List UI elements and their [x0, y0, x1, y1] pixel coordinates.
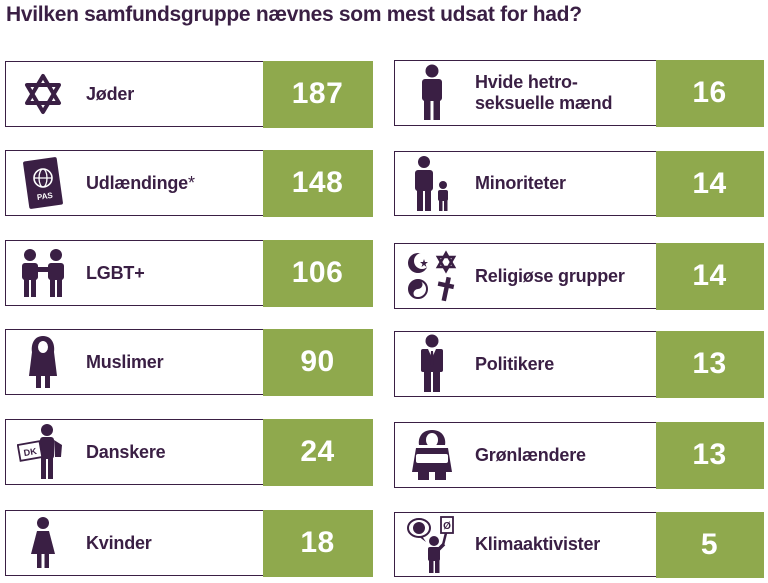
group-label-text: Jøder — [86, 83, 135, 104]
group-label: Udlændinge * — [86, 151, 195, 215]
star-of-david-icon — [6, 62, 80, 126]
adult-child-icon — [395, 152, 469, 215]
group-value: 5 — [655, 511, 764, 578]
footnote-marker: * — [188, 172, 195, 193]
passport-icon: PAS — [6, 151, 80, 215]
group-card: Jøder 187 — [5, 60, 373, 128]
religious-symbols-icon — [395, 244, 469, 308]
group-value: 24 — [262, 418, 373, 486]
group-label: Klimaaktivister — [475, 513, 600, 576]
group-label-text: Klimaaktivister — [475, 534, 601, 554]
group-card: Hvide hetro-seksuelle mænd 16 — [394, 59, 764, 127]
group-value: 187 — [262, 60, 373, 128]
person-with-sign-icon: DK — [6, 420, 80, 484]
group-label: Politikere — [475, 332, 554, 396]
icon-text: DK — [23, 446, 38, 458]
group-label: Minoriteter — [475, 152, 566, 215]
group-label: Jøder — [86, 62, 134, 126]
group-card: Politikere 13 — [394, 330, 764, 398]
group-label-text: Kvinder — [86, 532, 152, 553]
group-value: 13 — [655, 330, 764, 398]
group-label: Kvinder — [86, 511, 152, 575]
hijab-woman-icon — [6, 330, 80, 394]
group-label-text: Udlændinge — [86, 172, 188, 193]
icon-text: Ø — [443, 521, 451, 532]
man-icon — [395, 61, 469, 125]
group-card: PAS Udlændinge * 148 — [5, 149, 373, 217]
chart-title: Hvilken samfundsgruppe nævnes som mest u… — [6, 3, 582, 26]
group-card: Ø Klimaaktivister 5 — [394, 511, 764, 578]
greenlander-icon — [395, 423, 469, 487]
icon-text: PAS — [36, 191, 54, 202]
group-card: Minoriteter 14 — [394, 150, 764, 217]
group-label-text: Danskere — [86, 441, 166, 462]
group-label-text: Politikere — [475, 353, 555, 374]
group-value: 13 — [655, 421, 764, 489]
group-card: Kvinder 18 — [5, 509, 373, 577]
group-card: LGBT+ 106 — [5, 239, 373, 307]
group-card: DK Danskere 24 — [5, 418, 373, 486]
group-label: Danskere — [86, 420, 166, 484]
group-value: 18 — [262, 509, 373, 577]
group-label-text: Minoriteter — [475, 173, 566, 193]
group-label-text: Religiøse grupper — [475, 265, 625, 286]
group-label: LGBT+ — [86, 241, 145, 305]
group-label-text: Hvide hetro-seksuelle mænd — [475, 72, 613, 113]
group-label-text: Muslimer — [86, 351, 164, 372]
woman-icon — [6, 511, 80, 575]
group-label-text: LGBT+ — [86, 262, 145, 283]
group-label-text: Grønlændere — [475, 444, 586, 465]
group-label: Hvide hetro-seksuelle mænd — [475, 61, 625, 125]
group-value: 14 — [655, 242, 764, 310]
politician-icon — [395, 332, 469, 396]
group-value: 16 — [655, 59, 764, 127]
group-value: 106 — [262, 239, 373, 307]
group-card: Muslimer 90 — [5, 328, 373, 396]
group-label: Religiøse grupper — [475, 244, 625, 308]
climate-activist-icon: Ø — [395, 513, 469, 576]
group-card: Grønlændere 13 — [394, 421, 764, 489]
group-label: Muslimer — [86, 330, 164, 394]
group-label: Grønlændere — [475, 423, 586, 487]
couple-icon — [6, 241, 80, 305]
group-value: 90 — [262, 328, 373, 396]
group-value: 14 — [655, 150, 764, 217]
group-card: Religiøse grupper 14 — [394, 242, 764, 310]
group-value: 148 — [262, 149, 373, 217]
